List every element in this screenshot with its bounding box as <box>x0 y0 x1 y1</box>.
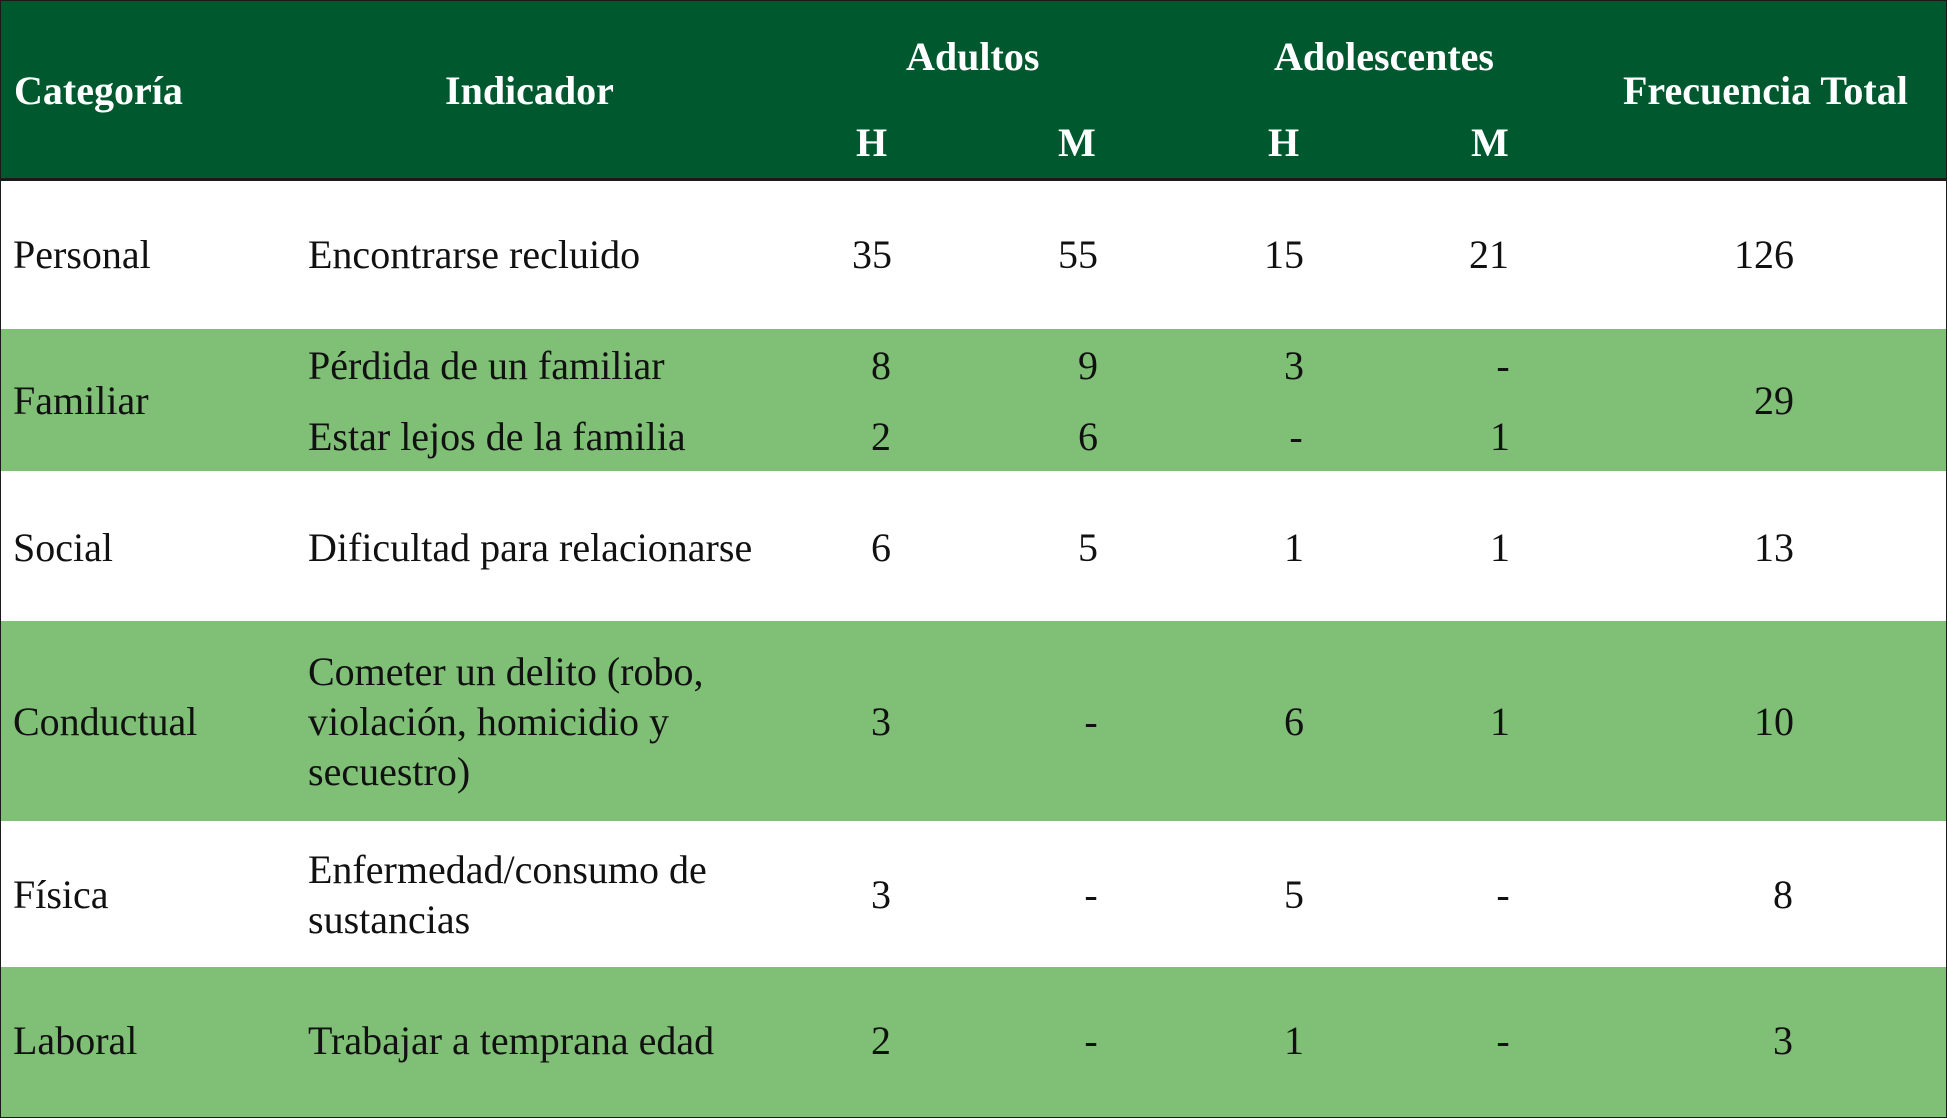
cell-adolescentes-h: 15 <box>1264 232 1304 277</box>
table-header: Categoría Indicador Adultos Adolescentes… <box>1 1 1946 181</box>
cell-indicador: Pérdida de un familiar <box>308 343 665 388</box>
cell-adultos-m: 9 <box>1078 343 1098 388</box>
cell-adultos-h: 6 <box>871 525 891 570</box>
cell-adolescentes-h: 5 <box>1284 872 1304 917</box>
header-categoria: Categoría <box>14 68 183 113</box>
table-row-laboral: Laboral Trabajar a temprana edad 2 - 1 -… <box>1 967 1946 1117</box>
cell-adolescentes-h: - <box>1289 414 1303 459</box>
cell-adultos-m: 6 <box>1078 414 1098 459</box>
cell-indicador: Estar lejos de la familia <box>308 414 686 459</box>
cell-total: 10 <box>1754 699 1794 744</box>
cell-adolescentes-m: 1 <box>1490 414 1510 459</box>
cell-categoria: Familiar <box>13 378 149 423</box>
cell-categoria: Personal <box>13 232 151 277</box>
cell-adolescentes-h: 1 <box>1284 1018 1304 1063</box>
cell-total: 126 <box>1734 232 1794 277</box>
cell-adultos-h: 8 <box>871 343 891 388</box>
table-row-familiar: Familiar Pérdida de un familiar 8 9 3 - … <box>1 329 1946 471</box>
table-row-personal: Personal Encontrarse recluido 35 55 15 2… <box>1 181 1946 329</box>
cell-adultos-m: - <box>1084 1018 1098 1063</box>
cell-total: 29 <box>1754 378 1794 423</box>
cell-adultos-h: 2 <box>871 1018 891 1063</box>
cell-indicador: Enfermedad/consumo de sustancias <box>308 847 707 942</box>
cell-indicador: Trabajar a temprana edad <box>308 1018 715 1063</box>
cell-adolescentes-m: - <box>1496 1018 1510 1063</box>
cell-adultos-h: 35 <box>852 232 892 277</box>
cell-adultos-h: 3 <box>871 872 891 917</box>
cell-adolescentes-m: - <box>1496 343 1510 388</box>
cell-total: 3 <box>1773 1018 1793 1063</box>
header-adolescentes-h: H <box>1268 120 1300 165</box>
table-row-conductual: Conductual Cometer un delito (robo, viol… <box>1 621 1946 821</box>
cell-indicador: Encontrarse recluido <box>308 232 641 277</box>
header-indicador: Indicador <box>445 68 614 113</box>
cell-adolescentes-h: 1 <box>1284 525 1304 570</box>
cell-adultos-m: 5 <box>1078 525 1098 570</box>
cell-adolescentes-m: 1 <box>1490 525 1510 570</box>
cell-adolescentes-h: 6 <box>1284 699 1304 744</box>
header-adultos-m: M <box>1058 120 1096 165</box>
header-adultos-h: H <box>856 120 888 165</box>
cell-categoria: Física <box>13 872 109 917</box>
cell-categoria: Conductual <box>13 699 198 744</box>
header-adolescentes: Adolescentes <box>1274 34 1494 79</box>
cell-total: 8 <box>1773 872 1793 917</box>
cell-adolescentes-h: 3 <box>1284 343 1304 388</box>
header-adolescentes-m: M <box>1471 120 1509 165</box>
cell-adolescentes-m: 1 <box>1490 699 1510 744</box>
cell-adultos-h: 2 <box>871 414 891 459</box>
header-adultos: Adultos <box>906 34 1040 79</box>
cell-adultos-m: 55 <box>1058 232 1098 277</box>
cell-indicador: Dificultad para relacionarse <box>308 525 753 570</box>
table-row-fisica: Física Enfermedad/consumo de sustancias … <box>1 821 1946 967</box>
cell-adultos-m: - <box>1084 699 1098 744</box>
cell-adolescentes-m: - <box>1496 872 1510 917</box>
table-row-social: Social Dificultad para relacionarse 6 5 … <box>1 471 1946 621</box>
cell-adultos-h: 3 <box>871 699 891 744</box>
cell-categoria: Laboral <box>13 1018 138 1063</box>
header-frecuencia-total: Frecuencia Total <box>1623 68 1908 113</box>
cell-total: 13 <box>1754 525 1794 570</box>
cell-categoria: Social <box>13 525 113 570</box>
cell-adolescentes-m: 21 <box>1469 232 1509 277</box>
cell-adultos-m: - <box>1084 872 1098 917</box>
cell-indicador: Cometer un delito (robo, violación, homi… <box>308 649 704 794</box>
